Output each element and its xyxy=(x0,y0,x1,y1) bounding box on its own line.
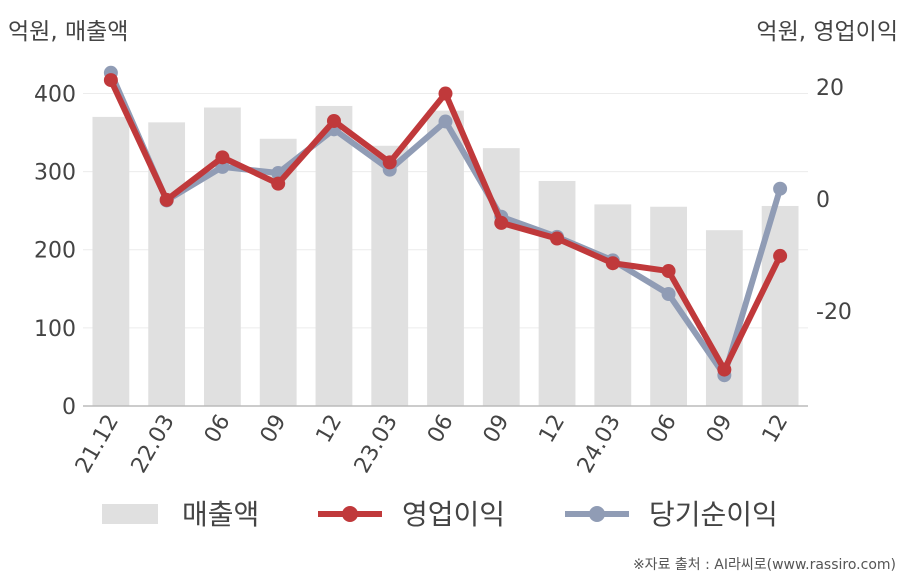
point-net-income xyxy=(438,114,453,129)
point-operating-profit xyxy=(661,264,676,279)
bar-revenue xyxy=(92,116,130,406)
right-axis-unit: 억원, 영업이익 xyxy=(756,19,898,45)
right-tick-label: -20 xyxy=(816,300,852,325)
x-tick-label: 12 xyxy=(535,411,571,448)
point-net-income xyxy=(773,181,788,196)
legend-swatch-bar xyxy=(102,504,158,524)
x-tick-label: 09 xyxy=(702,411,738,448)
x-tick-label: 06 xyxy=(200,411,236,448)
left-axis-unit: 억원, 매출액 xyxy=(8,19,129,45)
point-operating-profit xyxy=(717,362,732,377)
legend-operating-profit: 영업이익 xyxy=(402,498,505,531)
right-tick-label: 0 xyxy=(816,188,830,213)
point-operating-profit xyxy=(382,155,397,170)
x-tick-label: 21.12 xyxy=(71,411,124,478)
bar-revenue xyxy=(315,105,353,406)
point-operating-profit xyxy=(773,248,788,263)
point-operating-profit xyxy=(494,215,509,230)
point-operating-profit xyxy=(159,192,174,207)
legend-swatch-marker xyxy=(589,506,605,522)
point-operating-profit xyxy=(103,73,118,88)
bar-revenue xyxy=(427,110,464,406)
x-tick-label: 09 xyxy=(479,411,515,448)
x-tick-label: 12 xyxy=(312,411,348,448)
point-operating-profit xyxy=(326,113,341,128)
left-tick-label: 200 xyxy=(34,239,76,264)
right-tick-label: 20 xyxy=(816,76,844,101)
x-tick-label: 24.03 xyxy=(573,411,626,478)
x-tick-label: 23.03 xyxy=(350,411,403,478)
point-operating-profit xyxy=(438,86,453,101)
x-tick-label: 06 xyxy=(646,411,682,448)
left-tick-label: 400 xyxy=(34,82,76,107)
point-operating-profit xyxy=(605,256,620,271)
point-net-income xyxy=(661,287,676,301)
point-operating-profit xyxy=(550,231,565,246)
x-tick-label: 09 xyxy=(256,411,292,448)
left-tick-label: 300 xyxy=(34,161,76,186)
x-tick-label: 06 xyxy=(423,411,459,448)
source-note: ※자료 출처 : AI라씨로(www.rassiro.com) xyxy=(632,557,896,573)
bar-revenue xyxy=(650,206,687,406)
legend-net-income: 당기순이익 xyxy=(649,498,778,531)
point-operating-profit xyxy=(215,150,230,165)
bar-revenue xyxy=(594,204,632,406)
legend-swatch-marker xyxy=(342,506,358,522)
x-tick-label: 12 xyxy=(758,411,794,448)
point-operating-profit xyxy=(271,176,286,191)
bar-revenue xyxy=(538,180,576,406)
left-tick-label: 0 xyxy=(62,395,76,420)
legend-revenue: 매출액 xyxy=(182,498,259,531)
x-tick-label: 22.03 xyxy=(127,411,180,478)
bar-revenue xyxy=(371,145,409,406)
left-tick-label: 100 xyxy=(34,317,76,342)
